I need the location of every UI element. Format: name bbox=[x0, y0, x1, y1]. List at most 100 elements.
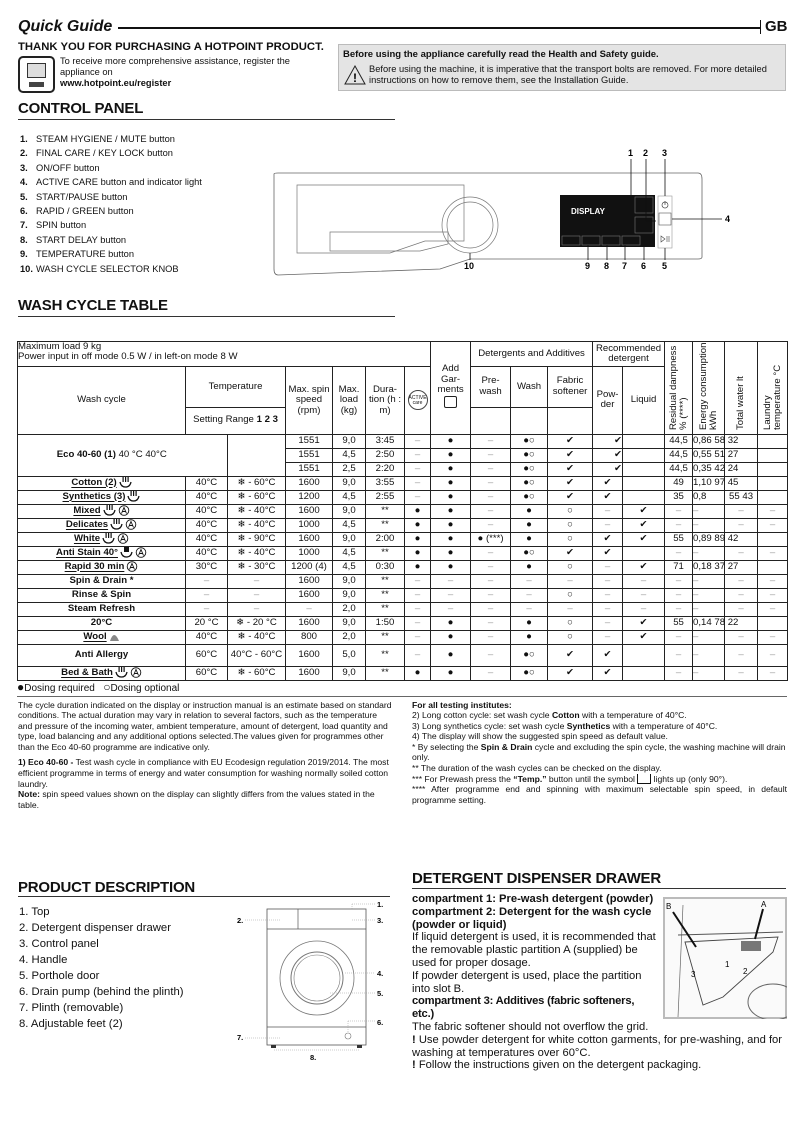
table-cell: – bbox=[470, 629, 512, 645]
table-cell: – bbox=[664, 587, 694, 603]
table-cell: 1000 bbox=[285, 545, 333, 561]
table-cell: ●○ bbox=[510, 665, 549, 681]
table-cell: 1000 bbox=[285, 517, 333, 533]
table-cell: 1600 bbox=[285, 615, 333, 631]
table-cell: 40°C bbox=[185, 629, 228, 645]
table-cell: – bbox=[403, 489, 432, 505]
table-cell: 40°C - 60°C bbox=[227, 643, 286, 667]
cotton-icon bbox=[110, 519, 123, 531]
table-cell: – bbox=[692, 517, 726, 533]
cycle-name: Wool bbox=[17, 629, 186, 645]
table-cell: – bbox=[757, 545, 789, 561]
table-cell: 4,5 bbox=[332, 447, 366, 463]
callout-10: 10 bbox=[464, 261, 474, 271]
table-cell: ❄ - 40°C bbox=[227, 629, 286, 645]
table-cell: – bbox=[757, 629, 789, 645]
table-cell bbox=[622, 489, 666, 505]
callout-3: 3 bbox=[662, 148, 667, 158]
table-cell: – bbox=[403, 475, 432, 491]
auto-icon bbox=[135, 547, 147, 559]
table-cell: ● bbox=[430, 643, 472, 667]
svg-text:3: 3 bbox=[691, 970, 696, 979]
header-active-care: ACTIVE care bbox=[403, 366, 432, 435]
table-cell: ● bbox=[430, 475, 472, 491]
register-link[interactable]: www.hotpoint.eu/register bbox=[60, 78, 172, 88]
cycle-name: 20°C bbox=[17, 615, 186, 631]
table-cell: 2:50 bbox=[365, 447, 405, 463]
table-cell: ** bbox=[365, 643, 405, 667]
callout-5: 5 bbox=[662, 261, 667, 271]
table-cell: – bbox=[430, 573, 472, 589]
table-cell: – bbox=[547, 573, 594, 589]
header-powder: Pow- der bbox=[592, 366, 624, 435]
table-cell bbox=[757, 489, 789, 505]
table-cell: ● bbox=[403, 531, 432, 547]
table-cell: 1600 bbox=[285, 643, 333, 667]
table-row: Wool 40°C ❄ - 40°C 800 2,0 ** – ● – ● ○ – ✔ – – – – bbox=[17, 629, 789, 645]
table-cell: ● bbox=[430, 433, 472, 449]
table-cell: – bbox=[403, 447, 432, 463]
table-cell: 1600 bbox=[285, 531, 333, 547]
table-cell: 44,5 bbox=[664, 447, 694, 463]
drawer-text: B A 1 2 3 compartment 1: Pre-wash deterg… bbox=[412, 893, 787, 1072]
cycle-name: Rapid 30 min bbox=[17, 559, 186, 575]
table-cell: ✔ bbox=[622, 615, 666, 631]
table-cell: ● bbox=[430, 545, 472, 561]
table-cell: ❄ - 90°C bbox=[227, 531, 286, 547]
table-row: Rinse & Spin – –1600 9,0 ** – – – – ○ – – – – – – bbox=[17, 587, 789, 603]
table-cell: ✔ bbox=[547, 433, 594, 449]
table-cell: ● bbox=[403, 503, 432, 519]
table-cell bbox=[757, 475, 789, 491]
header-wash: Wash bbox=[510, 366, 549, 408]
table-cell: 40°C bbox=[185, 517, 228, 533]
product-part: 6. Drain pump (behind the plinth) bbox=[19, 986, 184, 998]
table-cell: 0:30 bbox=[365, 559, 405, 575]
table-cell: ** bbox=[365, 573, 405, 589]
header-liquid: Liquid bbox=[622, 366, 666, 435]
cycle-name: Anti Stain 40° bbox=[17, 545, 186, 561]
table-cell: – bbox=[403, 601, 432, 617]
table-cell: ● bbox=[430, 489, 472, 505]
table-cell: ● bbox=[403, 665, 432, 681]
table-cell: – bbox=[692, 643, 726, 667]
table-cell: ** bbox=[365, 517, 405, 533]
table-cell: 20 °C bbox=[185, 615, 228, 631]
table-cell: 2,0 bbox=[332, 629, 366, 645]
table-cell bbox=[757, 447, 789, 463]
header-add-garments: Add Gar- ments bbox=[430, 341, 472, 435]
table-cell: – bbox=[692, 587, 726, 603]
product-part: 4. Handle bbox=[19, 954, 68, 966]
table-cell: – bbox=[757, 587, 789, 603]
table-cell: 1200 (4) bbox=[285, 559, 333, 575]
button-2 bbox=[634, 216, 654, 234]
control-item: 1. STEAM HYGIENE / MUTE button bbox=[20, 134, 175, 144]
table-cell: – bbox=[724, 643, 759, 667]
table-cell: 2,5 bbox=[332, 461, 366, 477]
callout-2: 2 bbox=[643, 148, 648, 158]
add-garments-icon bbox=[444, 395, 458, 408]
header-laundry-temp: Laundry temperature °C bbox=[757, 341, 789, 435]
table-cell: – bbox=[185, 587, 228, 603]
table-cell: – bbox=[470, 559, 512, 575]
callout-7: 7 bbox=[622, 261, 627, 271]
table-cell: 1551 bbox=[285, 447, 333, 463]
product-part: 2. Detergent dispenser drawer bbox=[19, 922, 171, 934]
table-cell: 40°C bbox=[185, 531, 228, 547]
button-1 bbox=[634, 196, 654, 214]
table-cell: ●○ bbox=[510, 475, 549, 491]
table-cell: – bbox=[510, 601, 549, 617]
display-screen bbox=[560, 195, 655, 247]
table-cell: – bbox=[692, 573, 726, 589]
table-cell: 1600 bbox=[285, 503, 333, 519]
cycle-name: Spin & Drain * bbox=[17, 573, 186, 589]
header-wash-cycle: Wash cycle bbox=[17, 366, 186, 435]
header-temperature: Temperature bbox=[185, 366, 286, 408]
table-row: 1551 4,5 2:50– ● – ●○ ✔ ✔ 44,5 0,55 51 27 bbox=[18, 447, 789, 463]
cotton-icon bbox=[102, 533, 115, 545]
table-cell: ✔ bbox=[592, 545, 624, 561]
table-cell: 4,5 bbox=[332, 545, 366, 561]
callout-3: 3. bbox=[377, 916, 383, 925]
svg-text:A: A bbox=[761, 900, 767, 909]
table-cell: – bbox=[403, 643, 432, 667]
table-cell: ❄ - 60°C bbox=[227, 489, 286, 505]
